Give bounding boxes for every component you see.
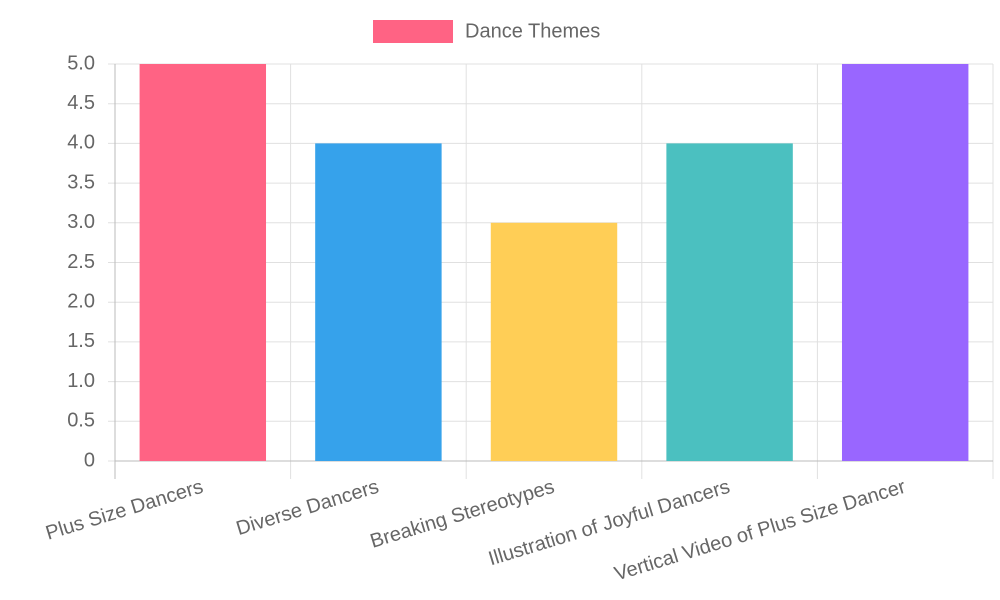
y-tick-label: 0.5 bbox=[67, 410, 95, 432]
y-tick-label: 3.5 bbox=[67, 171, 95, 193]
x-tick-label: Vertical Video of Plus Size Dancer bbox=[612, 476, 909, 586]
bar bbox=[490, 222, 618, 461]
y-tick-label: 0 bbox=[84, 449, 95, 471]
y-tick-label: 2.0 bbox=[67, 290, 95, 312]
y-tick-label: 1.0 bbox=[67, 370, 95, 392]
legend-swatch bbox=[373, 20, 453, 43]
y-tick-label: 4.5 bbox=[67, 92, 95, 114]
y-tick-label: 4.0 bbox=[67, 132, 95, 154]
y-tick-label: 3.0 bbox=[67, 211, 95, 233]
y-tick-label: 1.5 bbox=[67, 330, 95, 352]
x-tick-label: Plus Size Dancers bbox=[43, 476, 206, 545]
y-tick-label: 5.0 bbox=[67, 52, 95, 74]
legend-label: Dance Themes bbox=[465, 20, 600, 42]
bar bbox=[315, 143, 442, 461]
y-tick-label: 2.5 bbox=[67, 251, 95, 273]
bar bbox=[139, 64, 267, 461]
bar bbox=[666, 143, 793, 461]
bar bbox=[841, 64, 969, 461]
x-tick-label: Diverse Dancers bbox=[234, 476, 382, 540]
